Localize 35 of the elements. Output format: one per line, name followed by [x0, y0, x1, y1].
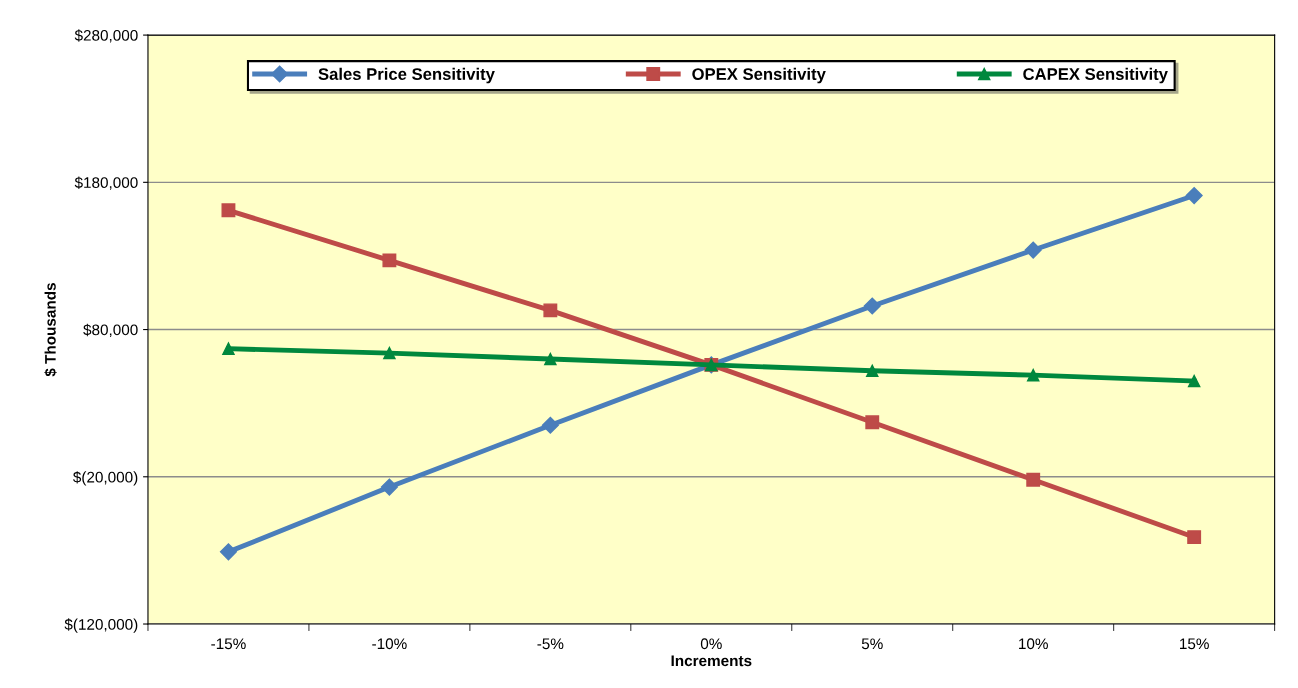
legend-label: OPEX Sensitivity [692, 67, 826, 84]
point [866, 364, 879, 378]
point [1187, 530, 1202, 545]
point [544, 352, 557, 366]
point [541, 416, 559, 434]
y-tick-label: $180,000 [74, 176, 138, 190]
point [383, 346, 396, 360]
point [221, 203, 236, 218]
point [380, 478, 398, 496]
x-tick-label: -5% [537, 638, 564, 650]
y-tick-label: $(20,000) [73, 471, 138, 486]
legend-label: Sales Price Sensitivity [318, 67, 495, 84]
y-tick-label: $280,000 [74, 29, 138, 43]
point [1026, 368, 1040, 382]
x-tick-label: 5% [861, 638, 883, 650]
x-tick-label: -15% [211, 638, 246, 650]
point [219, 543, 238, 561]
legend-label: CAPEX Sensitivity [1023, 67, 1168, 84]
point [865, 415, 880, 430]
y-axis-title: $ Thousands [44, 283, 57, 377]
point [222, 342, 235, 355]
point [1187, 374, 1201, 388]
x-tick-label: 0% [700, 638, 722, 650]
point [1026, 472, 1041, 487]
y-tick-label: $80,000 [83, 323, 138, 338]
point [1024, 241, 1042, 259]
x-axis-title: Increments [671, 655, 752, 667]
point [543, 303, 558, 318]
point [863, 297, 881, 315]
y-tick-label: $(120,000) [64, 618, 138, 633]
point [1185, 187, 1203, 205]
point [382, 253, 397, 268]
x-tick-label: -10% [372, 638, 407, 650]
x-tick-label: 10% [1019, 638, 1048, 650]
x-tick-label: 15% [1180, 638, 1209, 650]
